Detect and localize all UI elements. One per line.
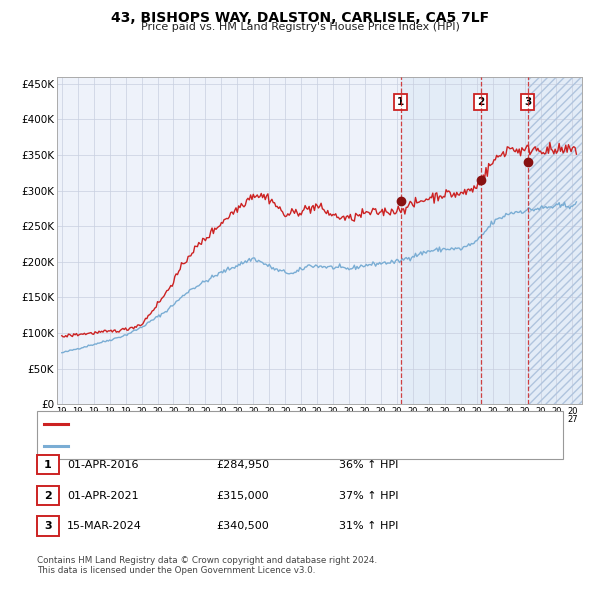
Text: 36% ↑ HPI: 36% ↑ HPI xyxy=(339,460,398,470)
Text: 37% ↑ HPI: 37% ↑ HPI xyxy=(339,491,398,500)
Text: £315,000: £315,000 xyxy=(216,491,269,500)
Text: This data is licensed under the Open Government Licence v3.0.: This data is licensed under the Open Gov… xyxy=(37,566,316,575)
Text: Contains HM Land Registry data © Crown copyright and database right 2024.: Contains HM Land Registry data © Crown c… xyxy=(37,556,377,565)
Text: HPI: Average price, detached house, Cumberland: HPI: Average price, detached house, Cumb… xyxy=(71,441,317,451)
Text: 2: 2 xyxy=(477,97,484,107)
Bar xyxy=(401,77,481,404)
Text: 3: 3 xyxy=(44,522,52,531)
Text: Price paid vs. HM Land Registry's House Price Index (HPI): Price paid vs. HM Land Registry's House … xyxy=(140,22,460,32)
Text: 1: 1 xyxy=(397,97,404,107)
Bar xyxy=(528,77,582,404)
Text: 43, BISHOPS WAY, DALSTON, CARLISLE, CA5 7LF: 43, BISHOPS WAY, DALSTON, CARLISLE, CA5 … xyxy=(111,11,489,25)
Bar xyxy=(528,77,582,404)
Text: 2: 2 xyxy=(44,491,52,500)
Text: 43, BISHOPS WAY, DALSTON, CARLISLE, CA5 7LF (detached house): 43, BISHOPS WAY, DALSTON, CARLISLE, CA5 … xyxy=(71,419,403,429)
Text: 31% ↑ HPI: 31% ↑ HPI xyxy=(339,522,398,531)
Bar xyxy=(481,77,582,404)
Text: 01-APR-2016: 01-APR-2016 xyxy=(67,460,139,470)
Text: 3: 3 xyxy=(524,97,532,107)
Text: 15-MAR-2024: 15-MAR-2024 xyxy=(67,522,142,531)
Text: 01-APR-2021: 01-APR-2021 xyxy=(67,491,139,500)
Text: 1: 1 xyxy=(44,460,52,470)
Text: £284,950: £284,950 xyxy=(216,460,269,470)
Text: £340,500: £340,500 xyxy=(216,522,269,531)
